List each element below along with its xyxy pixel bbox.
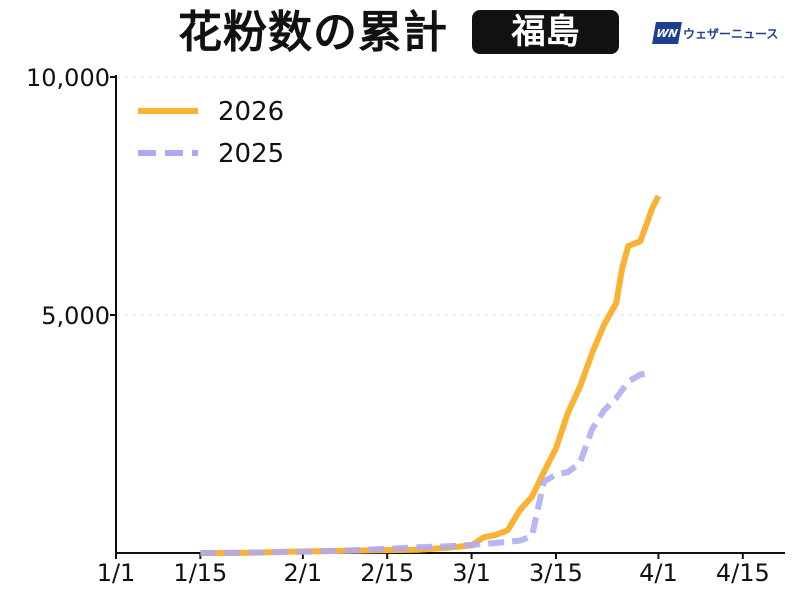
series-line-2026 bbox=[200, 194, 662, 556]
legend: 2026 2025 bbox=[138, 97, 284, 169]
x-tick-label: 4/1 bbox=[639, 559, 678, 587]
x-tick-label: 2/15 bbox=[360, 559, 414, 587]
grid-lines bbox=[116, 76, 785, 316]
weathernews-logo: WN ウェザーニュース bbox=[652, 20, 779, 46]
logo-text: ウェザーニュース bbox=[683, 26, 779, 41]
x-tick-label: 1/15 bbox=[173, 559, 227, 587]
axes: 5,000 10,000 1/1 1/15 2/1 2/15 3/1 3/15 4/1 4/15 bbox=[26, 64, 785, 587]
legend-label-2025: 2025 bbox=[218, 139, 284, 169]
x-tick-label: 2/1 bbox=[284, 559, 323, 587]
chart-title: 花粉数の累計 bbox=[178, 7, 448, 58]
series-lines bbox=[200, 194, 662, 556]
series-line-2025 bbox=[200, 370, 653, 556]
y-tick-label: 10,000 bbox=[26, 64, 110, 92]
x-tick-label: 3/15 bbox=[529, 559, 583, 587]
y-tick-label: 5,000 bbox=[41, 302, 110, 330]
x-tick-label: 4/15 bbox=[716, 559, 770, 587]
legend-label-2026: 2026 bbox=[218, 97, 284, 127]
region-badge: 福島 bbox=[472, 10, 619, 54]
x-tick-label: 3/1 bbox=[452, 559, 491, 587]
x-tick-label: 1/1 bbox=[97, 559, 136, 587]
